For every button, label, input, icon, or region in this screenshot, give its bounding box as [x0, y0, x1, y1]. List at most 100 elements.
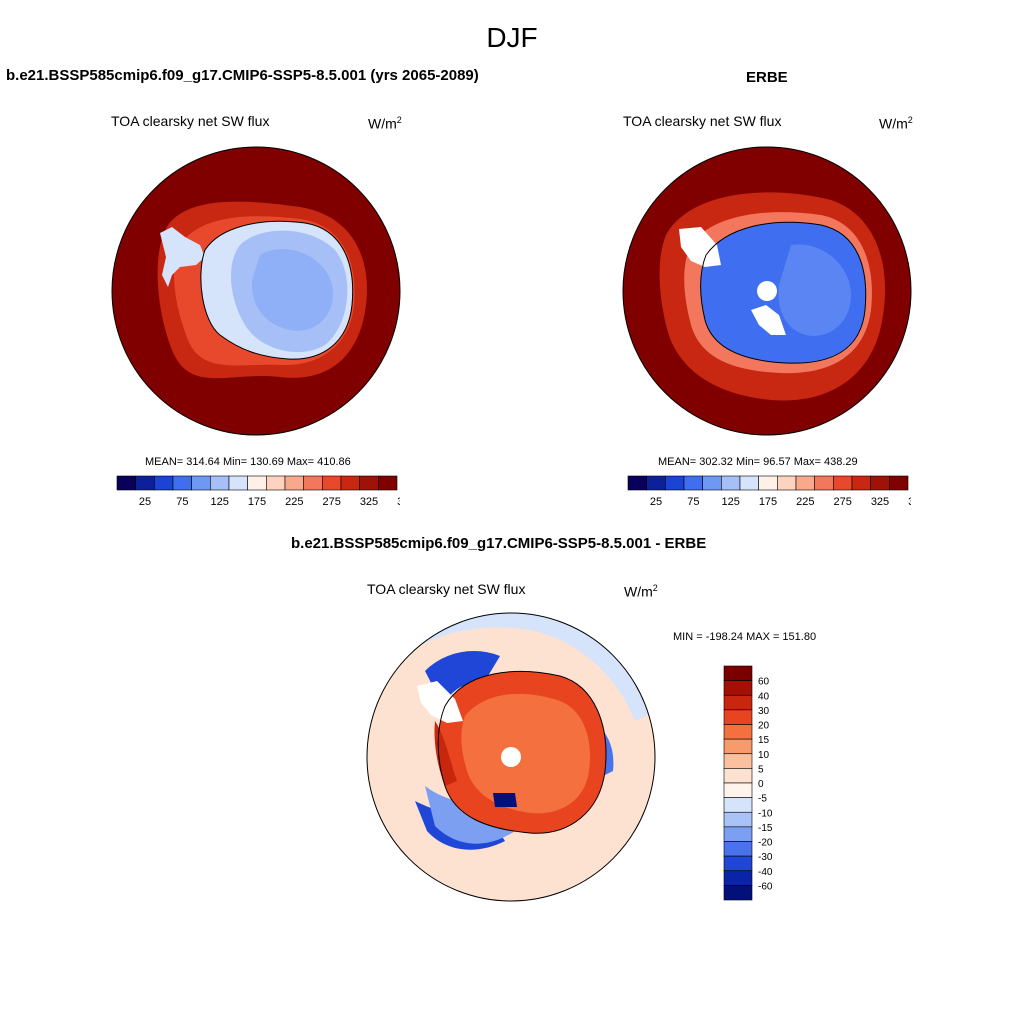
colorbar-tick-label: 225 — [285, 496, 303, 508]
ice-sheet-plateau — [251, 249, 333, 331]
panel-1-stats: MEAN= 314.64 Min= 130.69 Max= 410.86 — [145, 456, 351, 468]
coastline — [437, 671, 607, 834]
panel-3-colorbar: 60 40 30 20 15 10 5 0 -5 -10 -15 -20 -30 -40 -60 — [723, 665, 773, 901]
negative-cluster-shelf — [493, 793, 517, 807]
colorbar-tick-label: 10 — [758, 750, 770, 761]
colorbar-tick-label: 15 — [758, 735, 770, 746]
coastline — [200, 220, 354, 360]
colorbar-swatch — [723, 797, 753, 813]
colorbar-swatch — [723, 680, 753, 696]
figure-title: DJF — [486, 22, 538, 53]
colorbar-swatch — [723, 870, 753, 886]
colorbar-tick-label: 125 — [210, 496, 228, 508]
colorbar-tick-label: 325 — [360, 496, 378, 508]
colorbar-swatch — [723, 753, 753, 769]
colorbar-swatch — [723, 885, 753, 901]
colorbar-swatch — [210, 475, 230, 491]
colorbar-swatch — [702, 475, 722, 491]
colorbar-swatch — [723, 811, 753, 828]
panel-3-title: b.e21.BSSP585cmip6.f09_g17.CMIP6-SSP5-8.… — [291, 535, 707, 552]
colorbar-tick-label: 125 — [721, 496, 739, 508]
panel-3-subtitle: TOA clearsky net SW flux — [367, 581, 526, 597]
colorbar-tick-label: -5 — [758, 794, 767, 805]
colorbar-swatch — [739, 475, 759, 491]
colorbar-tick-label: 25 — [650, 496, 662, 508]
map-border — [622, 146, 912, 436]
colorbar-tick-label: 60 — [758, 677, 770, 688]
colorbar-swatch — [646, 475, 666, 491]
panel-1-subtitle: TOA clearsky net SW flux — [111, 113, 270, 129]
colorbar-swatch — [889, 475, 909, 491]
colorbar-swatch — [723, 855, 753, 872]
colorbar-swatch — [723, 694, 753, 711]
colorbar-swatch — [284, 475, 304, 491]
ice-sheet-east — [778, 244, 851, 336]
colorbar-swatch — [135, 475, 155, 491]
positive-coast-w — [434, 721, 457, 786]
colorbar-swatch — [851, 475, 871, 491]
colorbar-tick-label: -30 — [758, 852, 773, 863]
panel-2-stats: MEAN= 302.32 Min= 96.57 Max= 438.29 — [658, 456, 858, 468]
panel-1-colorbar: 25 75 125 175 225 275 325 375 — [116, 475, 400, 508]
colorbar-tick-label: 275 — [833, 496, 851, 508]
colorbar-swatch — [723, 768, 753, 784]
panel-2-subtitle: TOA clearsky net SW flux — [623, 113, 782, 129]
panel-3-polar-map — [366, 612, 656, 902]
panel-3-units: W/m2 — [624, 583, 658, 600]
colorbar-swatch — [833, 475, 853, 491]
colorbar-swatch — [359, 475, 379, 491]
colorbar-tick-label: -10 — [758, 808, 773, 819]
colorbar-swatch — [870, 475, 890, 491]
colorbar-swatch — [665, 475, 685, 491]
colorbar-swatch — [340, 475, 360, 491]
colorbar-swatch — [777, 475, 797, 491]
colorbar-tick-label: 20 — [758, 721, 770, 732]
colorbar-swatch — [795, 475, 815, 491]
colorbar-swatch — [303, 475, 323, 491]
colorbar-swatch — [723, 841, 753, 857]
peninsula — [160, 227, 205, 287]
panel-2-colorbar: 25 75 125 175 225 275 325 375 — [627, 475, 911, 508]
colorbar-tick-label: 175 — [248, 496, 266, 508]
colorbar-swatch — [683, 475, 703, 491]
colorbar-tick-label: 30 — [758, 706, 770, 717]
missing-data-peninsula — [417, 681, 463, 723]
colorbar-tick-label: 325 — [871, 496, 889, 508]
colorbar-tick-label: -20 — [758, 838, 773, 849]
panel-1-title: b.e21.BSSP585cmip6.f09_g17.CMIP6-SSP5-8.… — [6, 67, 479, 84]
colorbar-tick-label: 75 — [176, 496, 188, 508]
colorbar-swatch — [172, 475, 192, 491]
colorbar-swatch — [723, 724, 753, 740]
colorbar-tick-label: 75 — [687, 496, 699, 508]
colorbar-tick-label: 40 — [758, 691, 770, 702]
colorbar-tick-label: 375 — [908, 496, 911, 508]
colorbar-swatch — [758, 475, 778, 491]
panel-1-units: W/m2 — [368, 115, 402, 132]
colorbar-tick-label: 225 — [796, 496, 814, 508]
colorbar-swatch — [116, 475, 136, 491]
colorbar-swatch — [266, 475, 286, 491]
pole-hole — [757, 281, 777, 301]
colorbar-tick-label: 375 — [397, 496, 400, 508]
panel-2-title: ERBE — [746, 69, 788, 86]
colorbar-swatch — [723, 665, 753, 681]
colorbar-swatch — [228, 475, 248, 491]
colorbar-tick-label: 25 — [139, 496, 151, 508]
colorbar-swatch — [723, 709, 753, 725]
colorbar-swatch — [721, 475, 741, 491]
north-negative-band — [367, 613, 655, 721]
colorbar-swatch — [191, 475, 211, 491]
coastline — [700, 221, 867, 364]
positive-interior — [461, 693, 590, 814]
panel-3-stats: MIN = -198.24 MAX = 151.80 — [673, 631, 817, 643]
colorbar-swatch — [154, 475, 174, 491]
colorbar-tick-label: 0 — [758, 779, 764, 790]
colorbar-tick-label: -60 — [758, 881, 773, 892]
pole-hole — [501, 747, 521, 767]
map-border — [111, 146, 401, 436]
panel-2-units: W/m2 — [879, 115, 913, 132]
colorbar-swatch — [378, 475, 398, 491]
colorbar-tick-label: 175 — [759, 496, 777, 508]
colorbar-swatch — [723, 782, 753, 798]
colorbar-swatch — [814, 475, 834, 491]
